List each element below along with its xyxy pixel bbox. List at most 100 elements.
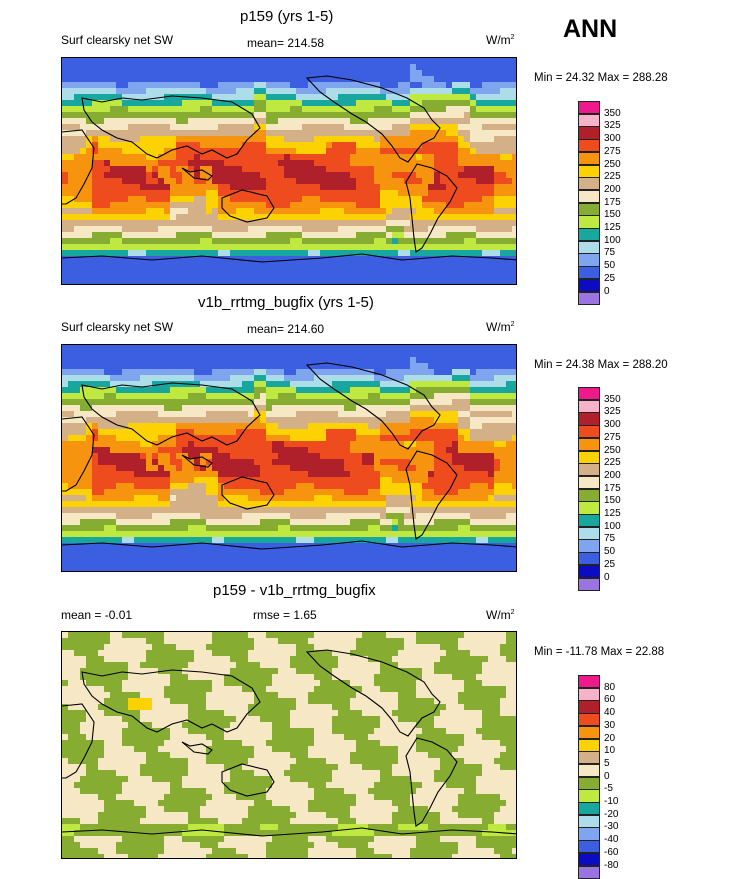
map-cell [98, 477, 105, 484]
map-cell [98, 381, 105, 388]
map-cell [146, 363, 153, 370]
map-cell [182, 447, 189, 454]
map-cell [374, 405, 381, 412]
map-cell [512, 411, 516, 418]
panel1-mean-label: mean= 214.58 [247, 36, 325, 50]
map-cell [74, 363, 81, 370]
map-cell [386, 387, 393, 394]
map-cell [74, 393, 81, 400]
map-cell [350, 124, 357, 131]
map-cell [302, 190, 309, 197]
map-cell [338, 214, 345, 221]
map-cell [248, 100, 255, 107]
map-cell [344, 160, 351, 167]
map-cell [152, 112, 159, 119]
map-cell [74, 369, 81, 376]
map-cell [338, 453, 345, 460]
map-cell [224, 423, 231, 430]
map-cell [164, 465, 171, 472]
map-cell [254, 274, 261, 281]
map-cell [122, 178, 129, 185]
map-cell [290, 82, 297, 89]
map-cell [74, 429, 81, 436]
map-cell [308, 118, 315, 125]
map-cell [332, 58, 339, 65]
map-cell [200, 423, 207, 430]
map-cell [362, 250, 369, 257]
map-cell [248, 441, 255, 448]
map-cell [506, 64, 513, 71]
map-cell [464, 82, 471, 89]
map-cell [200, 357, 207, 364]
map-cell [86, 250, 93, 257]
map-cell [182, 423, 189, 430]
map-cell [206, 118, 213, 125]
map-cell [212, 208, 219, 215]
map-cell [470, 417, 477, 424]
map-cell [302, 489, 309, 496]
map-cell [206, 190, 213, 197]
map-cell [140, 453, 147, 460]
map-cell [80, 208, 87, 215]
map-cell [62, 495, 69, 502]
map-cell [128, 82, 135, 89]
map-cell [392, 172, 399, 179]
map-cell [404, 202, 411, 209]
map-cell [212, 112, 219, 119]
map-cell [242, 399, 249, 406]
map-cell [284, 178, 291, 185]
map-cell [392, 106, 399, 113]
map-cell [272, 172, 279, 179]
map-cell [302, 393, 309, 400]
map-cell [500, 345, 507, 352]
map-cell [416, 154, 423, 161]
map-cell [68, 196, 75, 203]
map-cell [356, 495, 363, 502]
map-cell [224, 262, 231, 269]
map-cell [86, 220, 93, 227]
map-cell [380, 190, 387, 197]
map-cell [488, 88, 495, 95]
map-cell [188, 190, 195, 197]
map-cell [410, 58, 417, 65]
map-cell [140, 381, 147, 388]
map-cell [200, 501, 207, 508]
map-cell [110, 399, 117, 406]
map-cell [296, 429, 303, 436]
map-cell [266, 441, 273, 448]
map-cell [314, 274, 321, 281]
map-cell [368, 148, 375, 155]
map-cell [416, 172, 423, 179]
map-cell [416, 435, 423, 442]
map-cell [230, 435, 237, 442]
map-cell [134, 280, 141, 284]
map-cell [344, 501, 351, 508]
map-cell [164, 220, 171, 227]
map-cell [380, 489, 387, 496]
map-cell [434, 94, 441, 101]
map-cell [506, 459, 513, 466]
map-cell [158, 136, 165, 143]
map-cell [218, 345, 225, 352]
map-cell [122, 429, 129, 436]
map-cell [248, 220, 255, 227]
map-cell [164, 190, 171, 197]
map-cell [302, 172, 309, 179]
map-cell [410, 76, 417, 83]
map-cell [470, 100, 477, 107]
map-cell [164, 208, 171, 215]
map-cell [242, 405, 249, 412]
map-cell [134, 495, 141, 502]
map-cell [128, 453, 135, 460]
map-cell [374, 184, 381, 191]
map-cell [308, 88, 315, 95]
map-cell [152, 190, 159, 197]
map-cell [356, 88, 363, 95]
map-cell [470, 142, 477, 149]
map-cell [98, 154, 105, 161]
map-cell [206, 142, 213, 149]
map-cell [296, 477, 303, 484]
map-cell [122, 477, 129, 484]
map-cell [440, 94, 447, 101]
map-cell [146, 172, 153, 179]
